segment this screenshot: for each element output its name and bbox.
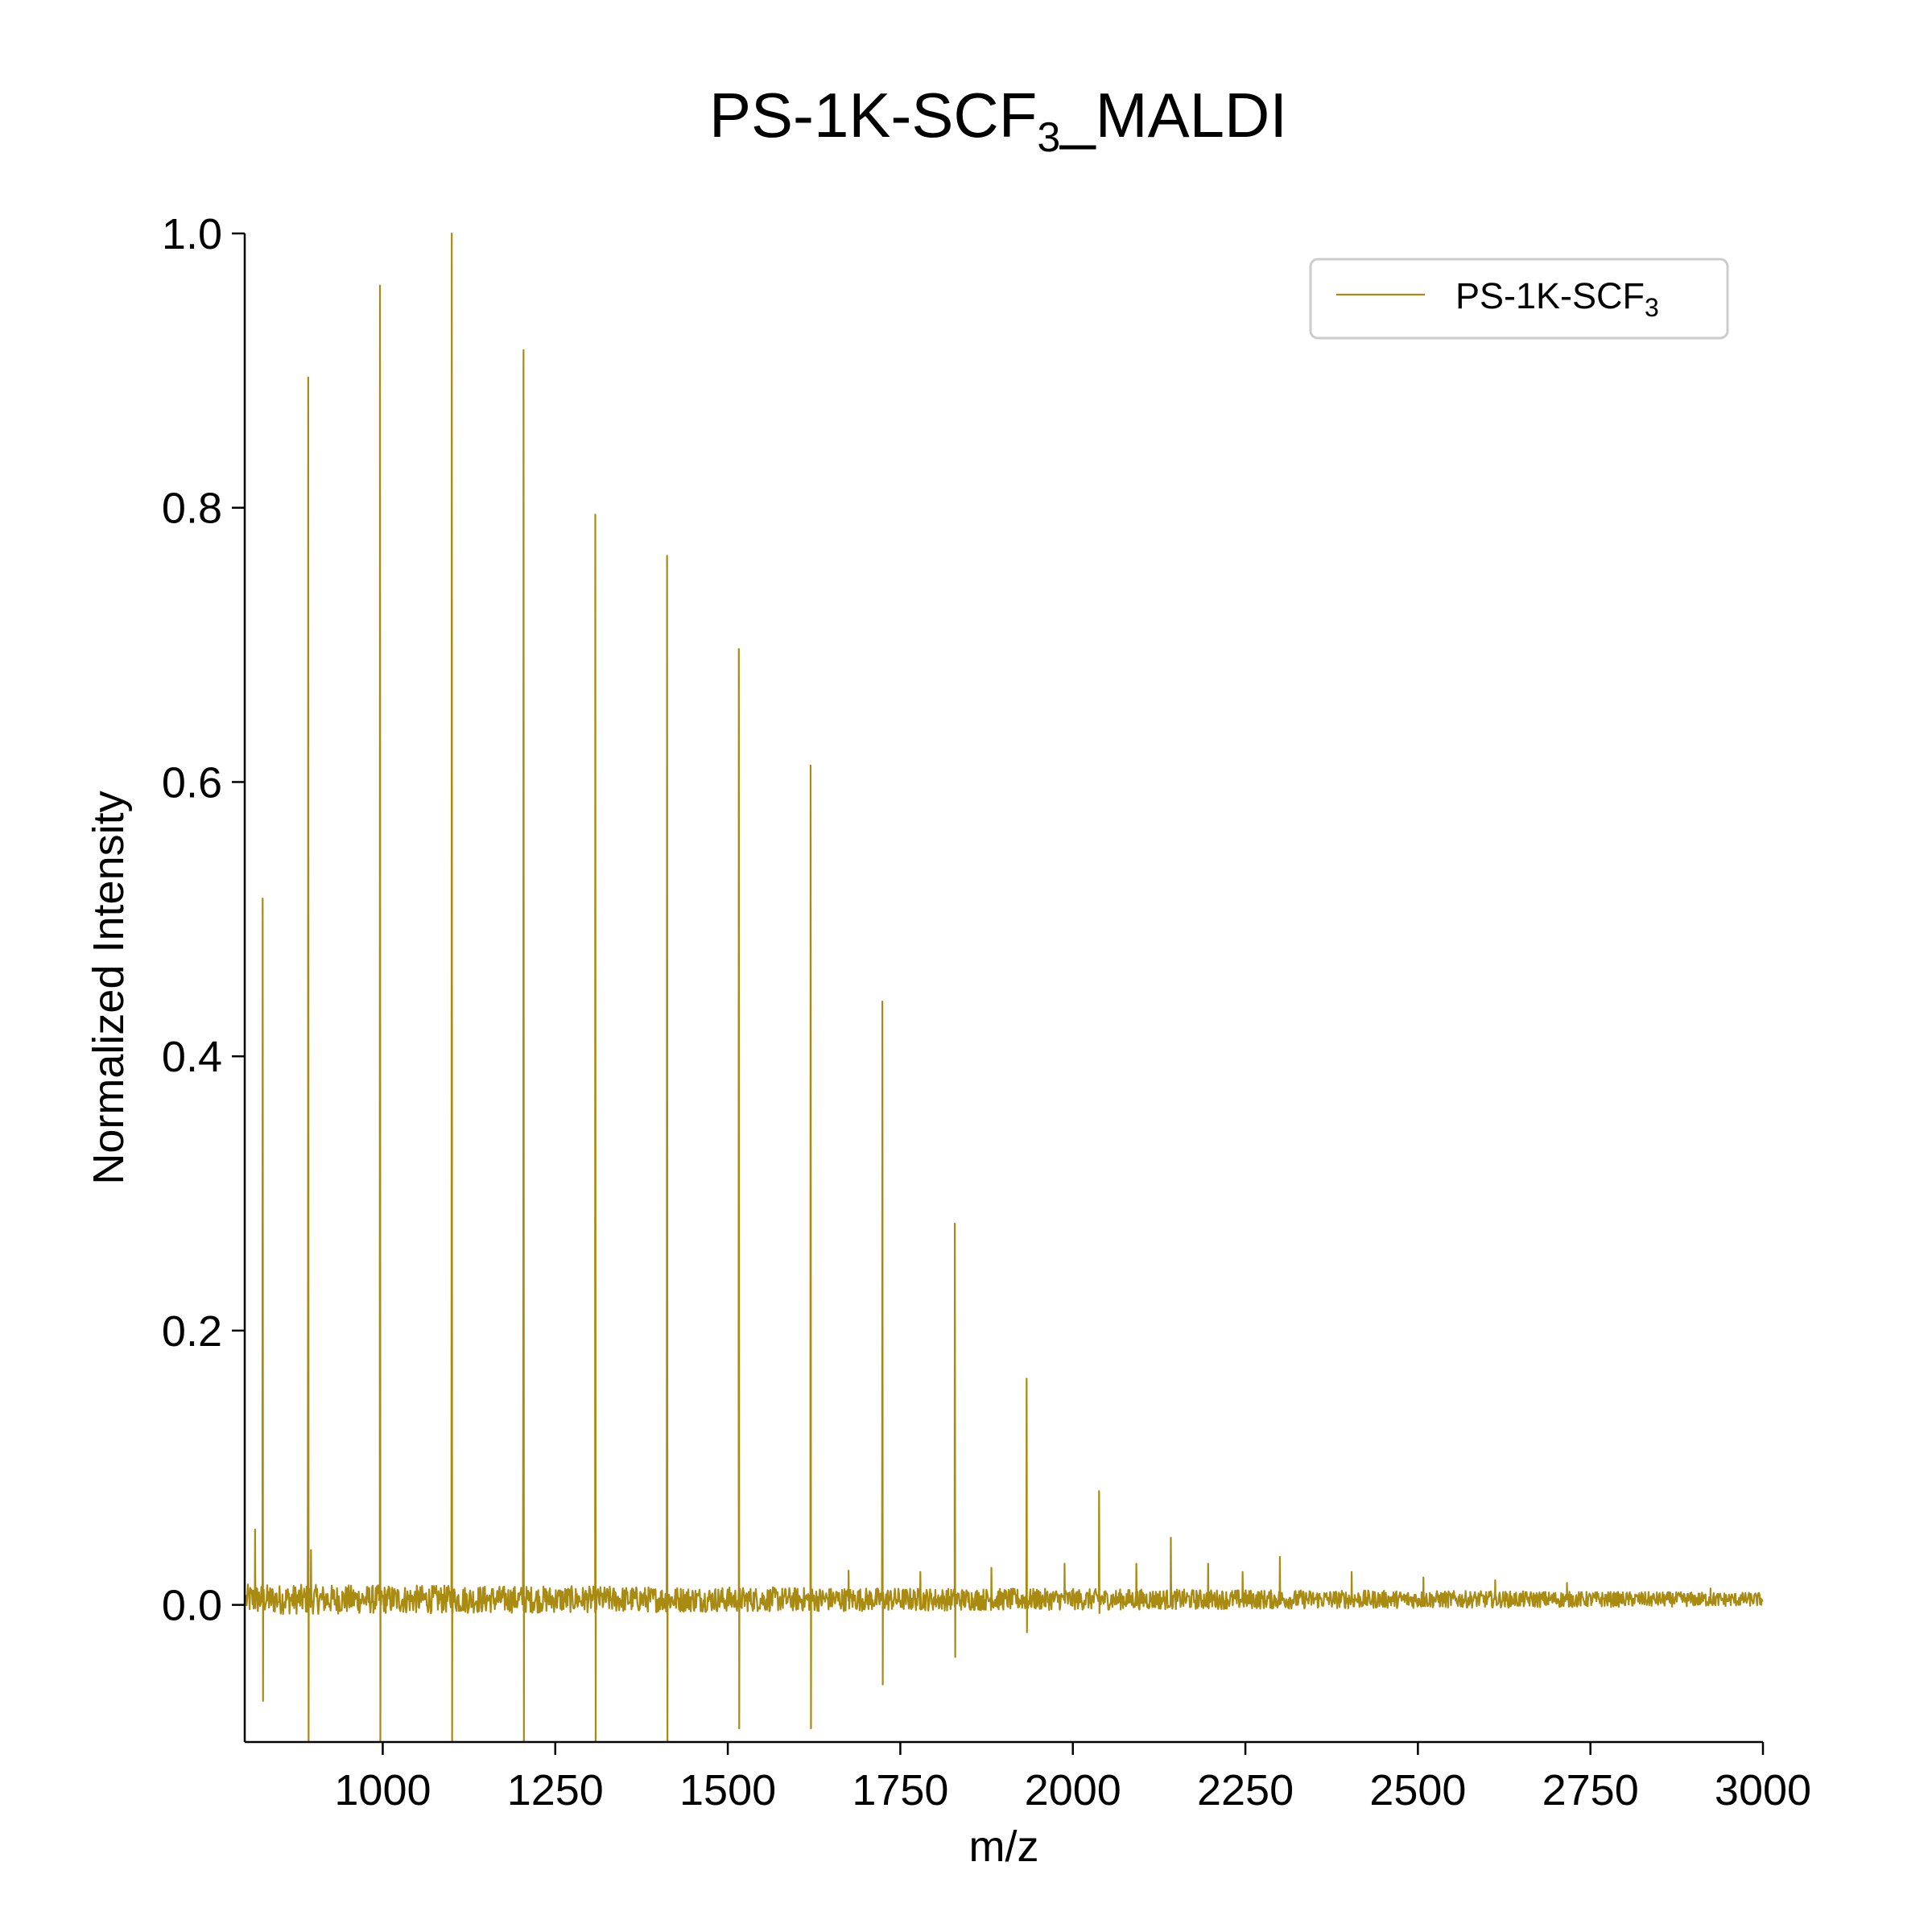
chart-title-main: PS-1K-SCF [709, 80, 1037, 151]
y-tick-label: 0.6 [162, 758, 222, 807]
chart-title: PS-1K-SCF3_MALDI [709, 80, 1287, 161]
x-tick-label: 2250 [1197, 1766, 1294, 1814]
legend: PS-1K-SCF3 [1309, 258, 1729, 340]
y-tick-label: 0.4 [162, 1033, 222, 1081]
x-tick-label: 1500 [679, 1766, 776, 1814]
series-line-ps-1k-scf3 [245, 232, 1764, 1744]
y-ticks: 0.0 0.2 0.4 0.6 0.8 1.0 [162, 210, 245, 1630]
y-tick-label: 0.8 [162, 485, 222, 533]
svg-text:PS-1K-SCF3_MALDI: PS-1K-SCF3_MALDI [709, 80, 1287, 161]
legend-box [1309, 258, 1729, 340]
chart-title-suffix: _MALDI [1059, 80, 1287, 151]
legend-label-main: PS-1K-SCF [1455, 275, 1645, 316]
axes: 1000 1250 1500 1750 2000 2250 2500 2750 3000 0.0… [162, 210, 1811, 1814]
plot-area [245, 232, 1764, 1744]
x-ticks: 1000 1250 1500 1750 2000 2250 2500 2750 3000 [334, 1742, 1811, 1814]
y-axis-label: Normalized Intensity [85, 791, 133, 1184]
x-tick-label: 1250 [507, 1766, 604, 1814]
x-tick-label: 1000 [334, 1766, 431, 1814]
chart-title-subscript: 3 [1037, 114, 1060, 161]
x-tick-label: 2500 [1369, 1766, 1466, 1814]
legend-label-subscript: 3 [1645, 293, 1659, 322]
y-tick-label: 0.2 [162, 1307, 222, 1356]
x-tick-label: 3000 [1715, 1766, 1811, 1814]
y-tick-label: 1.0 [162, 210, 222, 258]
x-tick-label: 2000 [1025, 1766, 1121, 1814]
x-tick-label: 1750 [852, 1766, 948, 1814]
legend-label: PS-1K-SCF3 [1455, 275, 1659, 322]
x-tick-label: 2750 [1542, 1766, 1639, 1814]
x-axis-label: m/z [969, 1823, 1039, 1871]
y-tick-label: 0.0 [162, 1582, 222, 1630]
